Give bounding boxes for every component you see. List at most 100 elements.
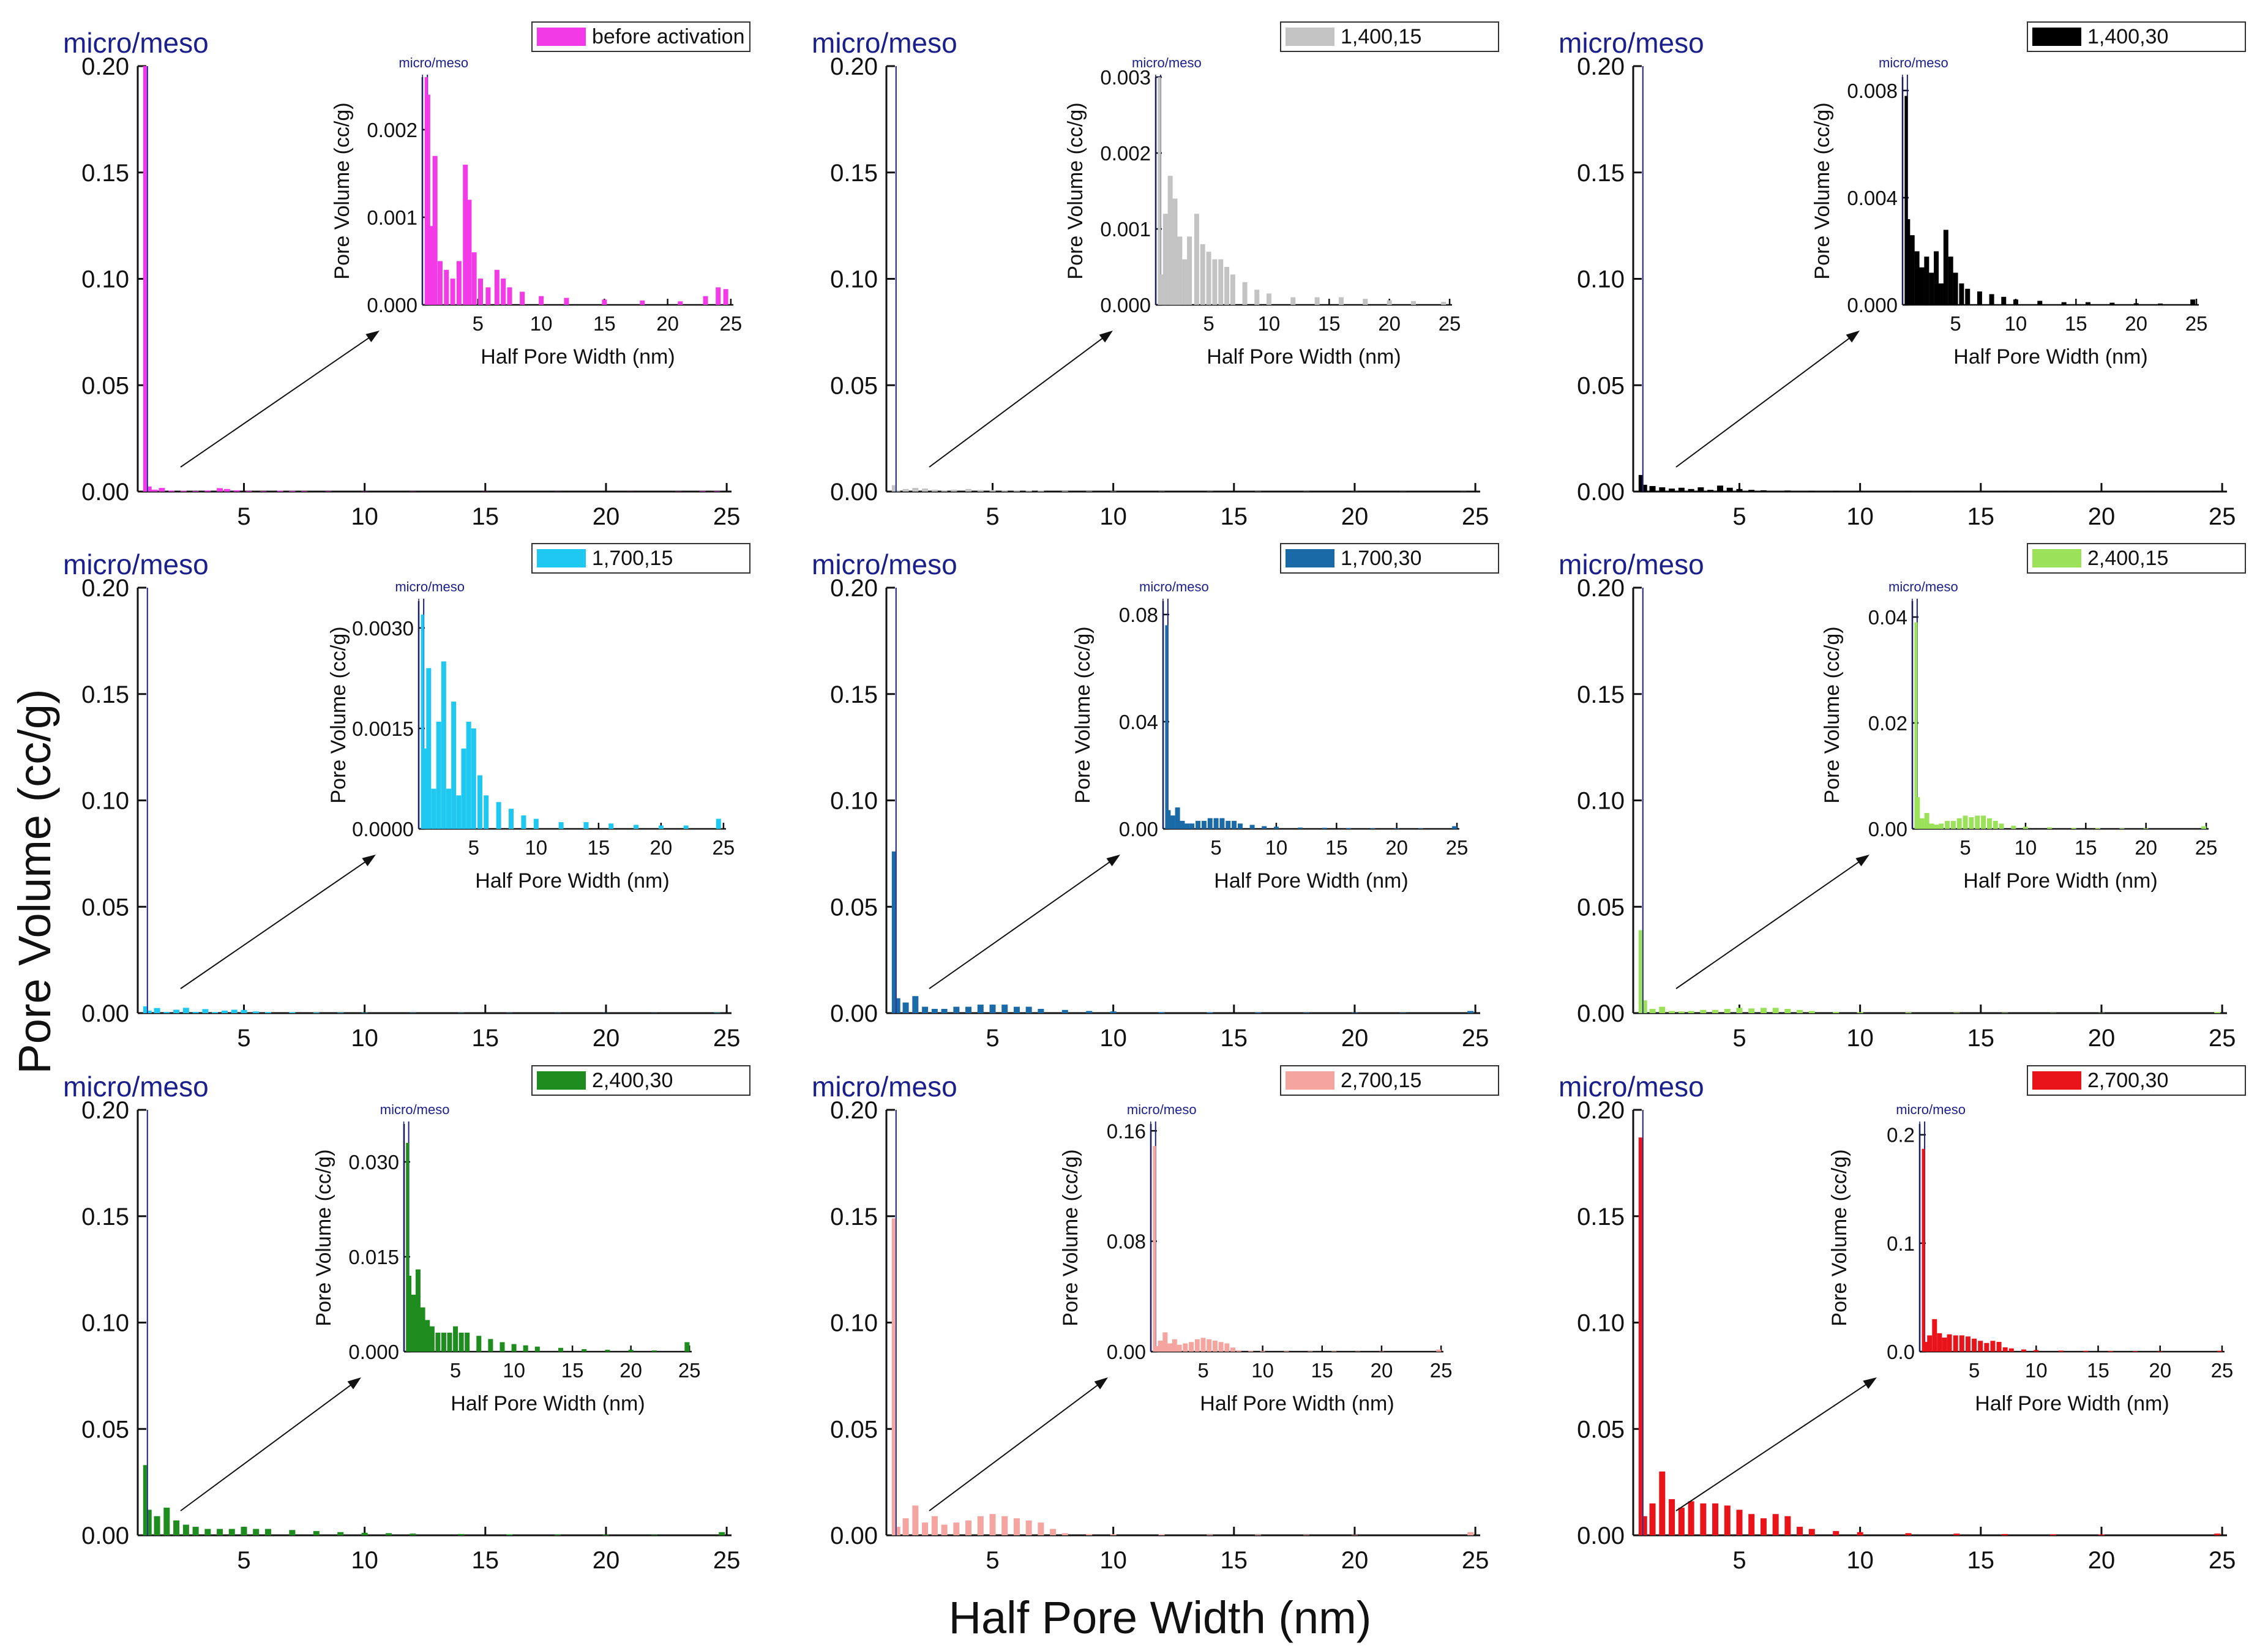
inset-x-tick-label: 10 — [2015, 836, 2037, 859]
bar — [1797, 1009, 1803, 1013]
inset-bar — [1170, 815, 1175, 829]
zoom-arrow-head — [347, 1377, 361, 1390]
inset-x-axis-label: Half Pore Width (nm) — [1200, 1392, 1394, 1415]
bar — [148, 1510, 152, 1535]
bar — [289, 490, 296, 492]
inset-bar — [1919, 818, 1925, 829]
y-tick-label: 0.05 — [830, 372, 878, 399]
bar — [1724, 1009, 1731, 1013]
inset-bar — [678, 301, 683, 305]
inset-bar — [1986, 818, 1992, 829]
bar — [896, 490, 900, 492]
inset-bar — [1929, 823, 1934, 829]
chart-panel-6: micro/meso 2,400,15 0.00 0.05 0.10 0.15 0.20 5 1… — [1559, 543, 2246, 1052]
zoom-arrow-line — [1675, 1381, 1870, 1511]
inset-bar — [634, 825, 639, 829]
inset-x-tick-label: 10 — [1258, 312, 1281, 335]
inset-bar — [651, 1350, 657, 1352]
inset-y-tick-label: 0.02 — [1868, 712, 1907, 735]
bar — [1050, 1529, 1057, 1535]
inset-x-axis-label: Half Pore Width (nm) — [1963, 869, 2157, 893]
inset-x-tick-label: 5 — [468, 836, 479, 859]
inset-y-tick-label: 0.002 — [367, 119, 417, 141]
bar — [1724, 1505, 1731, 1535]
inset-y-tick-label: 0.008 — [1847, 80, 1898, 102]
chart-panel-7: micro/meso 2,400,30 0.00 0.05 0.10 0.15 0.20 5 1… — [63, 1065, 750, 1574]
x-tick-label: 15 — [472, 1025, 500, 1052]
bar — [386, 1533, 392, 1535]
bar — [241, 1009, 247, 1013]
bar — [173, 1009, 180, 1013]
inset-bar — [465, 1333, 470, 1352]
bar — [912, 1505, 919, 1535]
bar — [1038, 1522, 1044, 1535]
inset-x-tick-label: 5 — [1959, 836, 1970, 859]
inset-bar — [511, 1344, 517, 1352]
inset-chart: 0.000 0.015 0.030 5 10 15 20 25 micro/meso Pore V… — [312, 1102, 701, 1415]
inset-bar — [1182, 259, 1188, 305]
inset-bar — [436, 721, 441, 829]
bar — [1643, 484, 1647, 492]
y-tick-label: 0.20 — [1577, 575, 1625, 602]
bar — [1688, 489, 1694, 492]
inset-bar — [476, 1336, 482, 1352]
inset-bar — [2095, 828, 2100, 829]
legend-label: 2,400,15 — [2087, 547, 2168, 570]
chart-panel-5: micro/meso 1,700,30 0.00 0.05 0.10 0.15 0.20 5 1… — [812, 543, 1499, 1052]
inset-x-tick-label: 25 — [713, 836, 735, 859]
inset-bar — [582, 1349, 587, 1352]
micro-meso-label: micro/meso — [1559, 548, 1704, 580]
inset-x-tick-label: 25 — [2195, 836, 2218, 859]
inset-bar — [2071, 828, 2076, 829]
bar — [148, 486, 152, 492]
bar — [1736, 1008, 1743, 1013]
bar — [1001, 1516, 1008, 1535]
bar — [989, 490, 996, 492]
bar — [1678, 1507, 1685, 1535]
inset-bar — [1452, 826, 1458, 829]
inset-bar — [1262, 826, 1267, 829]
legend-label: before activation — [592, 25, 745, 48]
bar — [1688, 1011, 1694, 1013]
bar — [1712, 1009, 1719, 1013]
inset-bar — [1965, 288, 1970, 305]
inset-bar — [716, 818, 721, 829]
bar — [891, 851, 896, 1013]
inset-x-tick-label: 5 — [1203, 312, 1214, 335]
x-tick-label: 5 — [1732, 1025, 1746, 1052]
zoom-arrow-head — [1846, 331, 1860, 343]
zoom-arrow-line — [180, 1382, 355, 1511]
x-tick-label: 25 — [2209, 1547, 2236, 1574]
y-tick-label: 0.20 — [830, 53, 878, 80]
inset-bar — [1308, 1351, 1313, 1352]
inset-bar — [1418, 828, 1424, 829]
bar — [223, 489, 230, 492]
inset-chart: 0.000 0.001 0.002 5 10 15 20 25 micro/meso Pore V… — [331, 55, 742, 369]
inset-bar — [539, 296, 544, 305]
zoom-arrow-head — [1099, 331, 1113, 343]
zoom-arrow-line — [929, 1382, 1102, 1511]
inset-bar — [1907, 219, 1911, 305]
inset-bar — [1939, 823, 1944, 829]
bar — [277, 490, 283, 492]
inset-bar — [2143, 828, 2149, 829]
inset-bar — [2058, 1350, 2064, 1352]
inset-bar — [471, 252, 477, 305]
y-tick-label: 0.20 — [1577, 53, 1625, 80]
inset-x-axis-label: Half Pore Width (nm) — [1207, 345, 1401, 369]
x-tick-label: 5 — [237, 503, 250, 530]
inset-bar — [1934, 825, 1939, 829]
inset-x-tick-label: 5 — [1197, 1359, 1208, 1382]
inset-bar — [1189, 1342, 1194, 1352]
chart-panel-4: micro/meso 1,700,15 0.00 0.05 0.10 0.15 0.20 5 1… — [63, 543, 750, 1052]
inset-y-axis-label: Pore Volume (cc/g) — [1071, 626, 1095, 803]
inset-bar — [658, 825, 664, 829]
x-tick-label: 20 — [1341, 503, 1369, 530]
inset-y-axis-label: Pore Volume (cc/g) — [327, 626, 350, 803]
inset-bar — [1206, 252, 1211, 305]
bar — [1697, 487, 1704, 492]
inset-bar — [2011, 825, 2016, 829]
inset-bar — [1200, 244, 1205, 305]
inset-bar — [1153, 1146, 1156, 1352]
inset-y-tick-label: 0.015 — [348, 1246, 399, 1268]
